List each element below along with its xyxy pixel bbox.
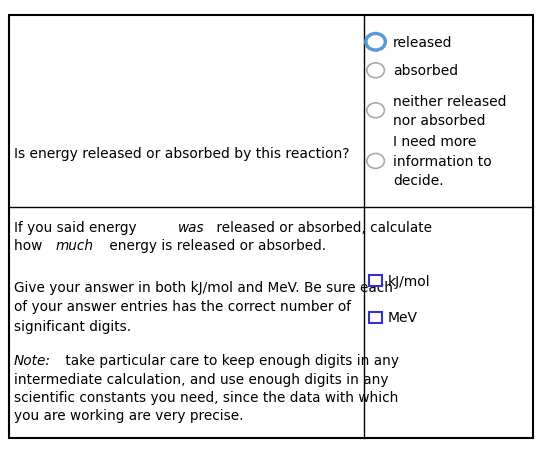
Text: take particular care to keep enough digits in any: take particular care to keep enough digi… xyxy=(61,353,399,367)
Text: Note:: Note: xyxy=(14,353,50,367)
Circle shape xyxy=(366,34,385,51)
Text: scientific constants you need, since the data with which: scientific constants you need, since the… xyxy=(14,390,398,404)
Text: Is energy released or absorbed by this reaction?: Is energy released or absorbed by this r… xyxy=(14,147,349,161)
Text: how: how xyxy=(14,239,46,252)
Bar xyxy=(369,275,383,286)
Text: I need more
information to
decide.: I need more information to decide. xyxy=(393,135,492,188)
Text: Give your answer in both kJ/mol and MeV. Be sure each
of your answer entries has: Give your answer in both kJ/mol and MeV.… xyxy=(14,280,392,333)
Text: energy is released or absorbed.: energy is released or absorbed. xyxy=(105,239,326,252)
Text: absorbed: absorbed xyxy=(393,64,458,78)
Text: kJ/mol: kJ/mol xyxy=(388,274,430,288)
Text: released: released xyxy=(393,36,453,50)
Circle shape xyxy=(367,154,384,169)
Text: If you said energy: If you said energy xyxy=(14,220,140,234)
Text: neither released
nor absorbed: neither released nor absorbed xyxy=(393,95,506,128)
Text: you are working are very precise.: you are working are very precise. xyxy=(14,409,243,422)
Text: was: was xyxy=(177,220,204,234)
Circle shape xyxy=(367,104,384,118)
Text: intermediate calculation, and use enough digits in any: intermediate calculation, and use enough… xyxy=(14,372,388,386)
Text: released or absorbed, calculate: released or absorbed, calculate xyxy=(212,220,432,234)
Text: MeV: MeV xyxy=(388,311,418,325)
Circle shape xyxy=(367,64,384,78)
Text: much: much xyxy=(56,239,94,252)
Bar xyxy=(369,312,383,323)
